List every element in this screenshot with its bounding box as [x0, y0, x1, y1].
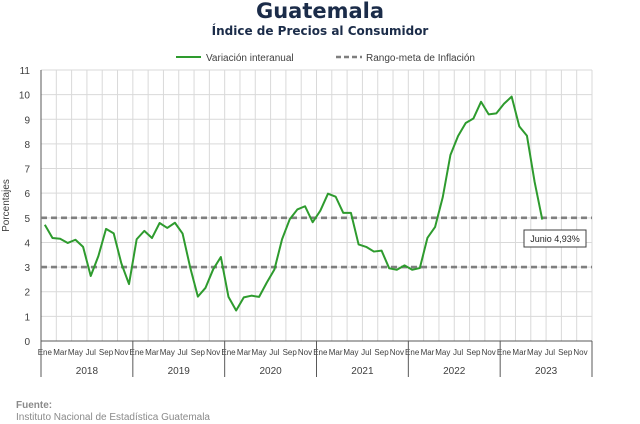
year-label: 2019	[168, 366, 191, 377]
x-tick-label: Jul	[86, 348, 96, 357]
y-tick-label: 11	[20, 66, 31, 77]
x-tick-label: Jul	[177, 348, 187, 357]
annotation-box	[523, 229, 587, 248]
x-tick-label: Jul	[545, 348, 555, 357]
x-tick-label: Jul	[453, 348, 463, 357]
chart-subtitle: Índice de Precios al Consumidor	[211, 24, 429, 38]
x-tick-label: Nov	[573, 348, 587, 357]
x-tick-label: Ene	[497, 348, 512, 357]
x-tick-label: Nov	[114, 348, 128, 357]
x-tick-label: Mar	[512, 348, 526, 357]
y-tick-label: 2	[24, 288, 30, 299]
y-tick-label: 3	[24, 263, 30, 274]
x-tick-label: Sep	[466, 348, 481, 357]
x-tick-label: Mar	[329, 348, 343, 357]
source-label: Fuente:	[16, 400, 53, 411]
year-label: 2022	[443, 366, 466, 377]
y-tick-label: 6	[24, 189, 30, 200]
x-tick-label: Mar	[421, 348, 435, 357]
x-tick-label: Mar	[145, 348, 159, 357]
chart-title: Guatemala	[255, 0, 385, 23]
x-tick-label: Sep	[283, 348, 298, 357]
series-line-variacion	[43, 95, 544, 312]
x-tick-label: Sep	[99, 348, 114, 357]
x-tick-label: May	[160, 348, 175, 357]
x-tick-label: Ene	[405, 348, 420, 357]
x-tick-label: May	[68, 348, 83, 357]
y-tick-label: 1	[24, 312, 30, 323]
y-tick-label: 9	[24, 115, 30, 126]
x-tick-label: Nov	[298, 348, 312, 357]
x-tick-label: Sep	[558, 348, 573, 357]
x-tick-label: Jul	[361, 348, 371, 357]
x-tick-label: May	[252, 348, 267, 357]
x-tick-label: Nov	[390, 348, 404, 357]
source-text: Instituto Nacional de Estadística Guatem…	[16, 412, 210, 423]
x-tick-label: Ene	[38, 348, 53, 357]
x-tick-label: Ene	[130, 348, 145, 357]
x-tick-label: Jul	[269, 348, 279, 357]
x-tick-label: Nov	[206, 348, 220, 357]
y-tick-label: 0	[24, 337, 30, 348]
legend-label-target: Rango-meta de Inflación	[366, 53, 475, 64]
x-tick-label: Nov	[482, 348, 496, 357]
x-tick-label: May	[343, 348, 358, 357]
x-tick-label: Mar	[53, 348, 67, 357]
x-tick-label: May	[527, 348, 542, 357]
y-tick-label: 8	[24, 140, 30, 151]
year-label: 2020	[259, 366, 282, 377]
y-tick-label: 4	[24, 238, 30, 249]
year-label: 2023	[535, 366, 558, 377]
legend-label-variacion: Variación interanual	[206, 53, 294, 64]
x-tick-label: Sep	[374, 348, 389, 357]
x-tick-label: May	[435, 348, 450, 357]
annotation-label: Junio 4,93%	[530, 234, 580, 244]
x-tick-label: Mar	[237, 348, 251, 357]
y-tick-label: 10	[19, 91, 31, 102]
x-tick-label: Sep	[191, 348, 206, 357]
year-label: 2021	[351, 366, 374, 377]
year-label: 2018	[76, 366, 99, 377]
y-tick-label: 5	[24, 214, 30, 225]
x-tick-label: Ene	[221, 348, 236, 357]
y-tick-label: 7	[24, 165, 30, 176]
x-tick-label: Ene	[313, 348, 328, 357]
y-axis-label: Porcentajes	[1, 179, 12, 232]
